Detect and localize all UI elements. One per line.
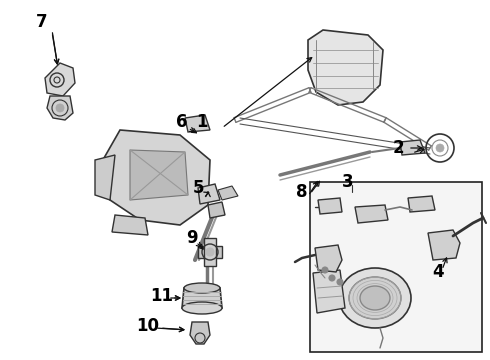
Text: 7: 7: [36, 13, 48, 31]
Text: 1: 1: [196, 113, 208, 131]
Polygon shape: [208, 202, 225, 218]
Polygon shape: [95, 155, 115, 200]
Polygon shape: [182, 288, 222, 308]
Text: 9: 9: [186, 229, 198, 247]
Circle shape: [337, 279, 343, 285]
Polygon shape: [198, 184, 220, 204]
Polygon shape: [218, 186, 238, 200]
Polygon shape: [315, 245, 342, 272]
Circle shape: [322, 267, 328, 273]
Ellipse shape: [349, 277, 401, 319]
Polygon shape: [45, 63, 75, 96]
Polygon shape: [318, 198, 342, 214]
Polygon shape: [400, 140, 425, 155]
Polygon shape: [112, 215, 148, 235]
Polygon shape: [100, 130, 210, 225]
Circle shape: [56, 104, 64, 112]
Ellipse shape: [360, 286, 390, 310]
Text: 2: 2: [392, 139, 404, 157]
Circle shape: [436, 144, 444, 152]
Circle shape: [329, 275, 335, 281]
Text: 8: 8: [296, 183, 308, 201]
Polygon shape: [204, 238, 216, 266]
Polygon shape: [408, 196, 435, 212]
Ellipse shape: [184, 283, 220, 293]
Polygon shape: [355, 205, 388, 223]
Text: 11: 11: [150, 287, 173, 305]
Bar: [310, 182, 482, 352]
Polygon shape: [198, 246, 222, 258]
Circle shape: [206, 248, 214, 256]
Text: 5: 5: [192, 179, 204, 197]
Text: 10: 10: [137, 317, 160, 335]
Ellipse shape: [182, 302, 222, 314]
Text: 3: 3: [342, 173, 354, 191]
Polygon shape: [47, 96, 73, 120]
Polygon shape: [308, 30, 383, 105]
Polygon shape: [428, 230, 460, 260]
Polygon shape: [190, 322, 210, 344]
Polygon shape: [130, 150, 188, 200]
Text: 4: 4: [432, 263, 444, 281]
Polygon shape: [313, 270, 345, 313]
Polygon shape: [185, 115, 210, 132]
Text: 6: 6: [176, 113, 188, 131]
Ellipse shape: [339, 268, 411, 328]
